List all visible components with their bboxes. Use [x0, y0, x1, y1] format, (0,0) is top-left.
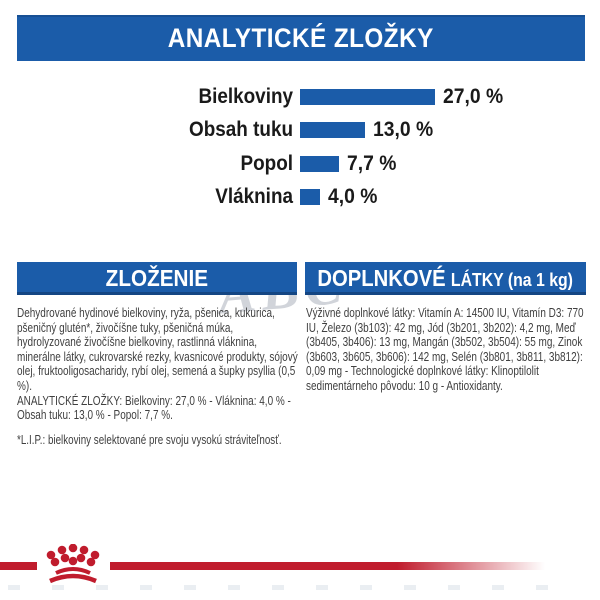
chart-bar — [300, 122, 365, 138]
chart-bar — [300, 189, 320, 205]
analytical-summary-paragraph: ANALYTICKÉ ZLOŽKY: Bielkoviny: 27,0 % - … — [17, 392, 291, 423]
chart-value-label: 13,0 % — [373, 118, 434, 141]
chart-row-ash: Popol 7,7 % — [0, 152, 400, 176]
logo-rule-right — [110, 562, 545, 570]
chart-row-fat: Obsah tuku 13,0 % — [0, 118, 438, 142]
additives-header: DOPLNKOVÉ LÁTKY (na 1 kg) — [305, 262, 586, 295]
logo-rule-left — [0, 562, 37, 570]
royal-canin-crown-icon — [46, 544, 100, 584]
additives-title-main: DOPLNKOVÉ — [317, 265, 446, 291]
composition-header: ZLOŽENIE — [17, 262, 297, 295]
composition-title: ZLOŽENIE — [105, 265, 209, 291]
chart-category-label: Popol — [240, 152, 293, 175]
analytical-components-banner: ANALYTICKÉ ZLOŽKY — [17, 15, 585, 61]
additives-title-rest: LÁTKY (na 1 kg) — [451, 270, 574, 290]
chart-value-label: 7,7 % — [346, 152, 396, 175]
chart-bar — [300, 89, 435, 105]
ingredients-paragraph: Dehydrované hydinové bielkoviny, ryža, p… — [17, 305, 298, 393]
lip-footnote: *L.I.P.: bielkoviny selektované pre svoj… — [17, 433, 282, 447]
chart-bar — [300, 156, 339, 172]
chart-value-label: 4,0 % — [328, 185, 378, 208]
composition-text: Dehydrované hydinové bielkoviny, ryža, p… — [17, 305, 298, 423]
chart-value-label: 27,0 % — [443, 85, 504, 108]
additives-text: Výživné doplnkové látky: Vitamín A: 1450… — [306, 305, 584, 393]
chart-row-protein: Bielkoviny 27,0 % — [0, 85, 508, 109]
chart-row-fibre: Vláknina 4,0 % — [0, 185, 382, 209]
chart-category-label: Obsah tuku — [189, 118, 293, 141]
chart-category-label: Bielkoviny — [198, 85, 293, 108]
bottom-watermark-row — [8, 585, 578, 590]
analytical-components-title: ANALYTICKÉ ZLOŽKY — [168, 22, 434, 53]
chart-category-label: Vláknina — [215, 185, 293, 208]
